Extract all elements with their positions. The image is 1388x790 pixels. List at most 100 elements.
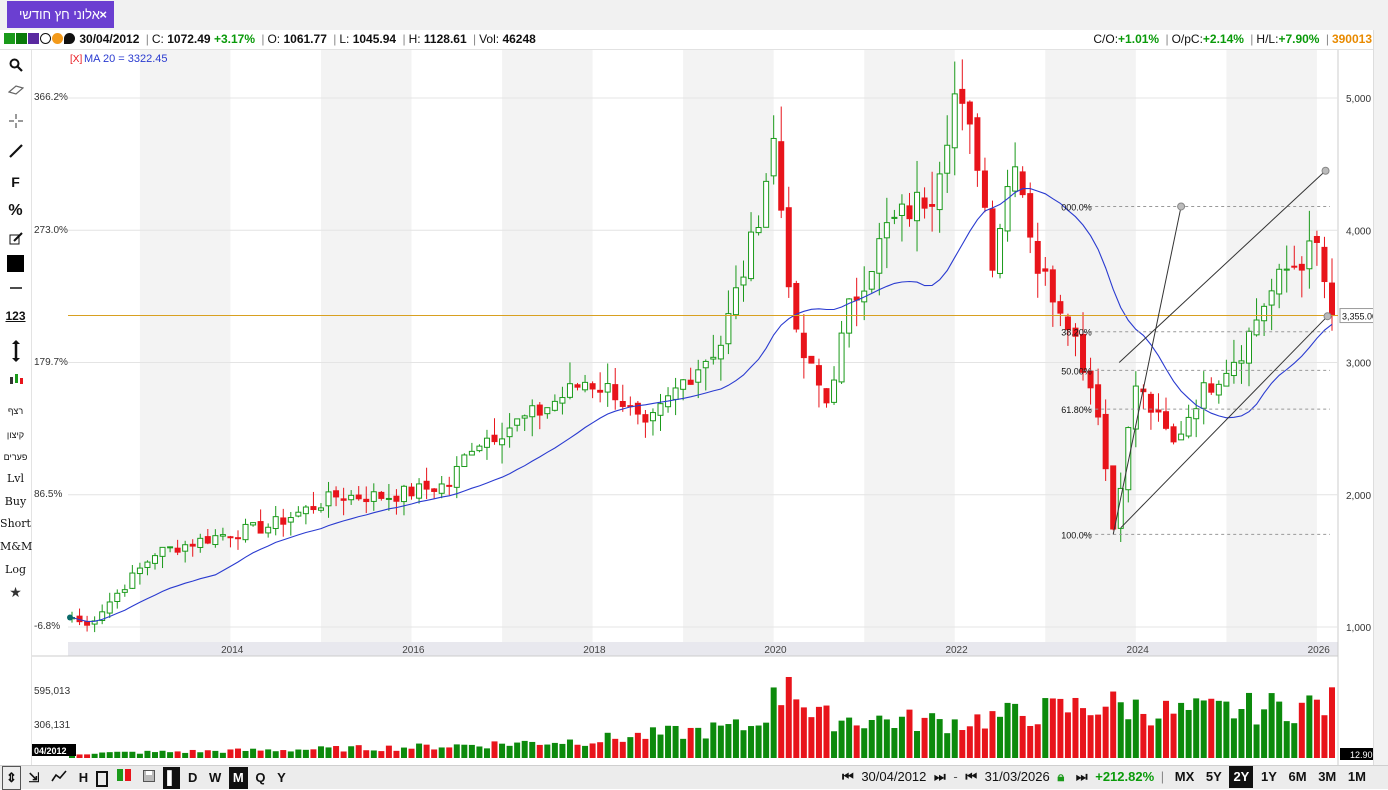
crosshair-icon[interactable] <box>0 113 31 132</box>
volume-bar <box>1200 700 1207 758</box>
range-slider-icon[interactable]: ⇕ <box>2 766 21 790</box>
volume-bar <box>1125 719 1132 758</box>
candle-body <box>619 401 626 407</box>
color-icon[interactable] <box>28 33 39 44</box>
volume-bar <box>619 741 626 758</box>
percent-tool[interactable]: % <box>8 202 23 219</box>
start-next-icon[interactable]: ⏭ <box>934 769 946 784</box>
save-icon[interactable] <box>139 767 159 789</box>
tab-bar: אלוני חץ חודשי × <box>0 0 1388 31</box>
candle-body <box>400 485 407 503</box>
volume-tick-label: 306,131 <box>34 720 71 731</box>
candle-body <box>423 480 430 490</box>
volume-bar <box>687 727 694 758</box>
candle-body <box>1132 385 1139 430</box>
volume-bar <box>642 738 649 758</box>
candle-body <box>966 101 973 125</box>
short-tool[interactable]: Short <box>0 517 31 530</box>
volume-bar <box>280 750 287 758</box>
volume-bar <box>627 737 634 758</box>
cursor-icon[interactable]: ⇲ <box>28 770 40 785</box>
chart-area[interactable]: 1,000 2,000 3,000 4,000 5,000 -6.8% 86.5% 179.7… <box>32 50 1377 765</box>
end-prev-icon[interactable]: ⏮ <box>965 769 978 784</box>
line-chart-icon[interactable] <box>47 767 71 789</box>
vertical-scrollbar[interactable] <box>1373 30 1388 765</box>
share-icon[interactable] <box>16 33 27 44</box>
orange-circle-icon[interactable] <box>52 33 63 44</box>
comment-icon[interactable] <box>64 33 75 44</box>
horizontal-line-icon[interactable] <box>0 282 31 296</box>
vertical-arrow-icon[interactable] <box>0 340 31 365</box>
candles <box>69 59 1335 633</box>
timeframe-y[interactable]: Y <box>277 770 286 785</box>
price-chart-svg[interactable]: 1,000 2,000 3,000 4,000 5,000 -6.8% 86.5% 179.7… <box>32 50 1377 765</box>
log-tool[interactable]: Log <box>5 563 26 576</box>
star-icon[interactable]: ★ <box>9 584 22 600</box>
chart-tab[interactable]: אלוני חץ חודשי × <box>7 1 114 28</box>
range-3m[interactable]: 3M <box>1318 769 1337 784</box>
fibonacci-tool[interactable]: F <box>11 174 20 190</box>
timeframe-m[interactable]: M <box>228 767 248 789</box>
registered-icon[interactable] <box>40 33 51 44</box>
candle-body <box>1110 465 1117 530</box>
volume-bar <box>144 750 151 758</box>
candle-body <box>997 228 1004 274</box>
search-icon[interactable] <box>0 58 31 75</box>
lock-icon[interactable]: 🔒︎ <box>1057 769 1065 784</box>
mm-tool[interactable]: M&M <box>0 540 33 553</box>
candle-body <box>1193 408 1200 420</box>
candle-body <box>242 523 249 541</box>
candle-style-icon[interactable] <box>0 372 31 391</box>
timeframe-d[interactable]: D <box>187 770 198 785</box>
candle-body <box>695 369 702 383</box>
range-mx[interactable]: MX <box>1174 769 1195 784</box>
x-tick-label: 2014 <box>221 645 244 656</box>
candle-body <box>551 400 558 411</box>
trendline-icon[interactable] <box>0 143 31 162</box>
edit-icon[interactable] <box>0 232 31 249</box>
start-prev-icon[interactable]: ⏮ <box>842 769 854 784</box>
volume-bar <box>363 750 370 758</box>
right-tick-label: 2,000 <box>1346 491 1371 502</box>
level-tool[interactable]: Lvl <box>6 472 25 485</box>
sequence-tool[interactable]: רצף <box>7 406 24 416</box>
candle-body <box>1012 166 1019 192</box>
box-chart-icon[interactable] <box>95 771 109 787</box>
end-date[interactable]: 31/03/2026 <box>984 769 1050 784</box>
gaps-tool[interactable]: פערים <box>3 452 28 462</box>
volume-bar <box>1140 713 1147 758</box>
extreme-tool[interactable]: קיצון <box>6 430 25 440</box>
hl-chart-button[interactable]: H <box>78 770 89 785</box>
volume-bar <box>310 749 317 758</box>
range-1y[interactable]: 1Y <box>1260 769 1277 784</box>
volume-bar <box>1072 697 1079 758</box>
candle-chart-icon[interactable] <box>112 767 136 789</box>
range-1m[interactable]: 1M <box>1347 769 1366 784</box>
close-tab-icon[interactable]: × <box>99 7 107 22</box>
end-next-icon[interactable]: ⏭ <box>1075 769 1088 784</box>
chart-type-icon[interactable] <box>4 33 15 44</box>
range-6m[interactable]: 6M <box>1288 769 1307 784</box>
eraser-icon[interactable] <box>0 84 31 99</box>
candle-body <box>793 282 800 330</box>
candle-body <box>702 360 709 369</box>
vol-label: Vol: <box>479 32 500 46</box>
timeframe-q[interactable]: Q <box>255 770 266 785</box>
start-date[interactable]: 30/04/2012 <box>861 769 927 784</box>
volume-bar <box>914 730 921 758</box>
pause-icon[interactable]: ▌ <box>163 767 181 789</box>
volume-bars <box>69 676 1335 758</box>
range-5y[interactable]: 5Y <box>1205 769 1222 784</box>
candle-body <box>1102 413 1109 470</box>
buy-tool[interactable]: Buy <box>4 495 27 508</box>
volume-bar <box>665 725 672 758</box>
range-2y[interactable]: 2Y <box>1229 766 1254 788</box>
candle-body <box>302 506 309 515</box>
number-tool[interactable]: 123 <box>5 309 26 323</box>
color-square-icon[interactable] <box>0 255 31 272</box>
volume-bar <box>1170 713 1177 758</box>
timeframe-w[interactable]: W <box>208 770 222 785</box>
candle-body <box>431 488 438 492</box>
candle-body <box>566 383 573 398</box>
candle-body <box>1125 427 1132 491</box>
